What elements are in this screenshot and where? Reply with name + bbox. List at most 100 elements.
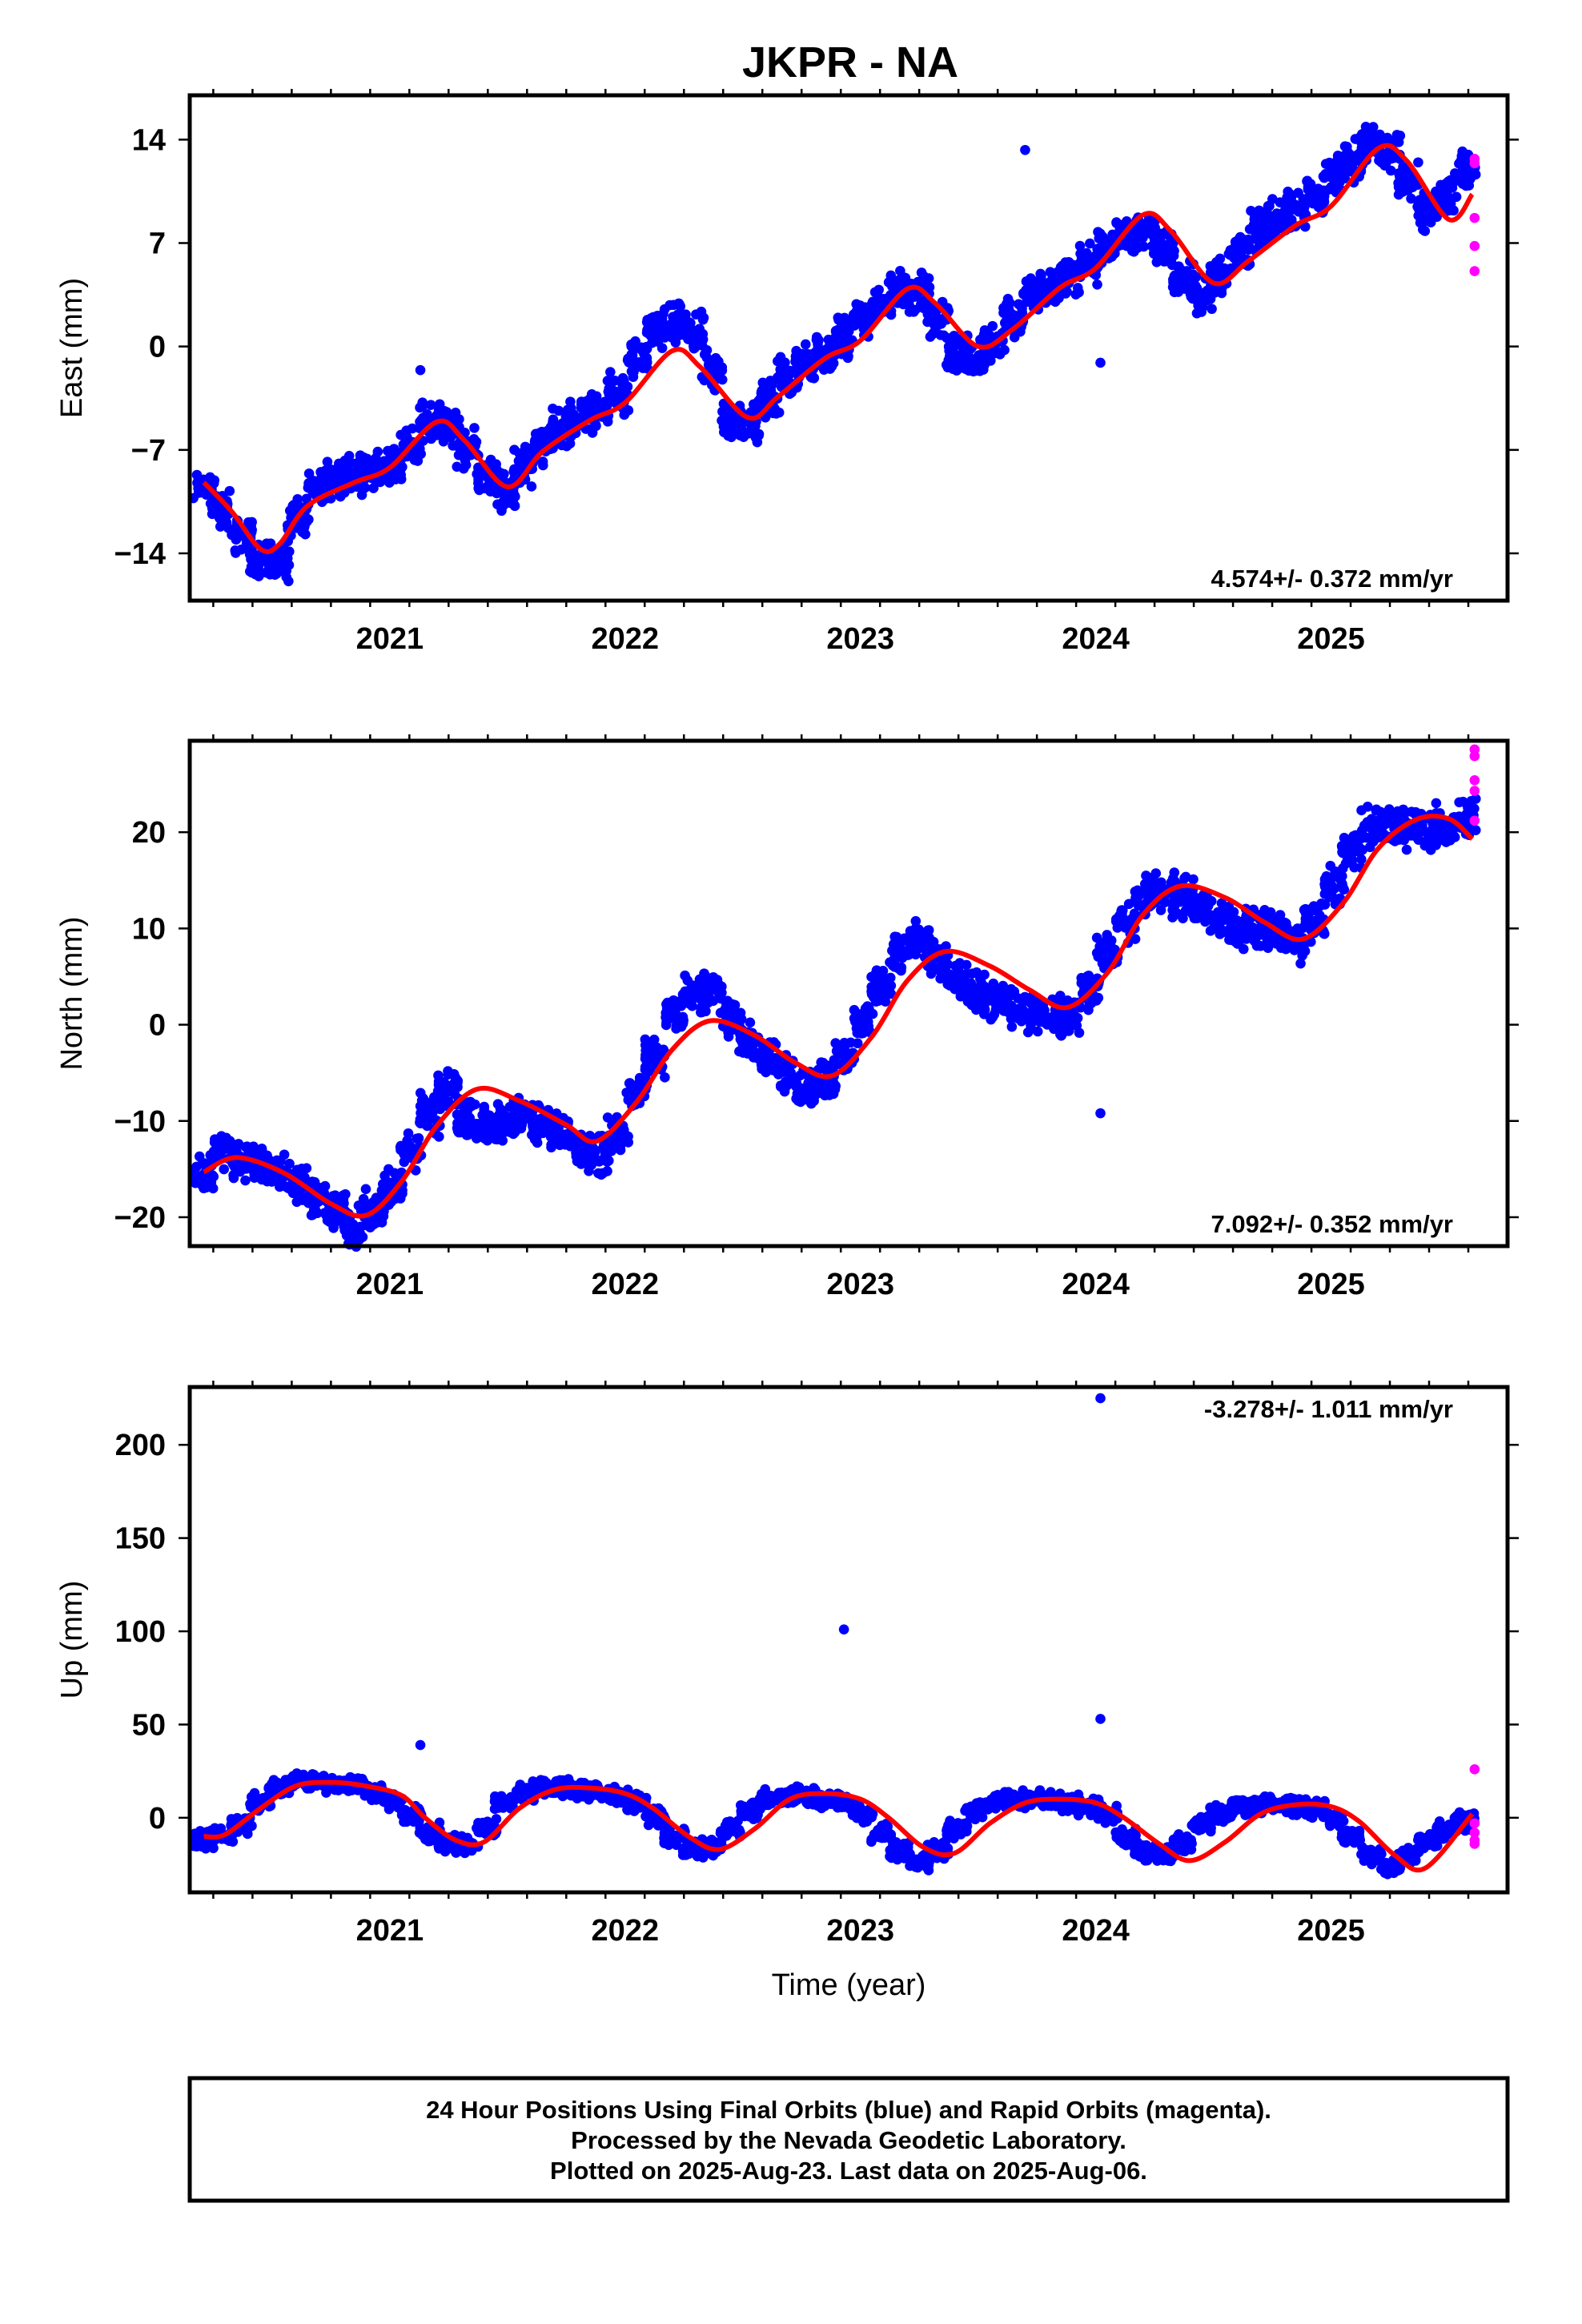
east-final-point xyxy=(1198,301,1208,312)
east-final-point xyxy=(1151,257,1162,267)
north-y-tick-label: 20 xyxy=(132,816,166,850)
north-final-point xyxy=(568,1137,579,1148)
east-final-point xyxy=(1403,185,1413,195)
north-final-point xyxy=(584,1165,594,1176)
east-final-point xyxy=(1036,271,1046,281)
east-final-point xyxy=(343,450,355,461)
east-final-point xyxy=(351,463,361,474)
east-final-point xyxy=(1280,201,1291,211)
up-x-tick-label: 2023 xyxy=(826,1914,894,1948)
east-final-point xyxy=(1085,238,1095,249)
north-final-point xyxy=(479,1101,490,1112)
north-final-point xyxy=(240,1175,251,1186)
up-y-tick-label: 0 xyxy=(149,1802,166,1835)
north-final-point xyxy=(328,1223,339,1233)
north-final-point xyxy=(355,1228,365,1239)
north-final-point xyxy=(360,1184,371,1195)
east-final-point xyxy=(981,327,991,338)
east-final-point xyxy=(1424,216,1435,227)
north-final-point xyxy=(1375,806,1386,818)
north-rapid-point xyxy=(1469,774,1480,786)
east-final-point xyxy=(1367,128,1378,139)
east-final-point xyxy=(694,324,705,335)
east-final-point xyxy=(781,369,791,380)
north-x-tick-label: 2021 xyxy=(356,1268,424,1301)
east-final-point xyxy=(1154,228,1164,239)
north-final-point xyxy=(669,995,679,1006)
east-final-point xyxy=(1293,187,1303,199)
east-final-point xyxy=(1148,248,1159,259)
north-final-point xyxy=(962,988,972,999)
north-final-point xyxy=(896,962,907,973)
north-final-point xyxy=(1224,929,1235,940)
east-rapid-point xyxy=(1469,158,1480,169)
north-final-point xyxy=(849,1014,861,1024)
east-final-point xyxy=(480,483,491,494)
east-final-point xyxy=(590,420,601,430)
north-final-point xyxy=(1454,797,1464,808)
east-x-tick-label: 2022 xyxy=(591,622,659,656)
east-final-point xyxy=(699,349,710,360)
north-final-point xyxy=(785,1068,796,1079)
east-final-point xyxy=(548,416,558,428)
north-final-point xyxy=(1206,895,1217,907)
north-final-point xyxy=(839,1037,850,1048)
east-final-point xyxy=(1189,288,1200,300)
east-final-point xyxy=(301,493,312,505)
east-final-point xyxy=(941,360,952,370)
north-x-tick-label: 2023 xyxy=(826,1268,894,1301)
east-final-point xyxy=(283,576,294,587)
north-final-point xyxy=(1349,862,1359,873)
north-final-point xyxy=(438,1090,448,1101)
east-final-point xyxy=(1256,219,1267,229)
east-final-point xyxy=(1020,144,1030,155)
east-final-point xyxy=(245,566,255,577)
north-final-point xyxy=(230,1140,241,1151)
east-final-point xyxy=(1216,287,1227,299)
east-final-point xyxy=(1400,164,1411,175)
east-final-point xyxy=(1359,148,1369,159)
up-y-tick-label: 50 xyxy=(132,1708,166,1742)
north-final-point xyxy=(508,1120,520,1131)
east-final-point xyxy=(1095,357,1106,368)
east-final-point xyxy=(1179,283,1191,294)
north-final-point xyxy=(701,971,712,983)
east-final-point xyxy=(1414,204,1424,215)
east-rapid-point xyxy=(1469,212,1480,223)
east-final-point xyxy=(979,355,990,365)
north-final-point xyxy=(682,975,693,986)
north-final-point xyxy=(602,1166,612,1176)
north-final-point xyxy=(1431,798,1442,809)
east-final-point xyxy=(526,481,537,492)
north-final-point xyxy=(1271,938,1283,949)
north-x-tick-label: 2025 xyxy=(1297,1268,1365,1301)
east-final-point xyxy=(303,468,315,479)
east-final-point xyxy=(1407,175,1418,187)
north-final-point xyxy=(986,990,997,1001)
east-final-point xyxy=(425,400,436,410)
east-final-point xyxy=(214,507,225,517)
east-final-point xyxy=(680,315,691,325)
north-final-point xyxy=(738,1035,749,1047)
east-final-point xyxy=(961,364,971,375)
north-final-point xyxy=(416,1108,428,1120)
north-final-point xyxy=(1133,900,1144,911)
north-final-point xyxy=(473,1119,484,1129)
north-final-point xyxy=(231,1163,243,1174)
east-final-point xyxy=(709,356,720,368)
east-x-tick-label: 2025 xyxy=(1297,622,1365,656)
north-final-point xyxy=(795,1070,805,1081)
north-final-point xyxy=(368,1196,379,1208)
north-final-point xyxy=(615,1132,626,1144)
east-final-point xyxy=(636,343,646,354)
north-final-point xyxy=(934,965,945,975)
east-final-point xyxy=(1272,217,1283,228)
east-final-point xyxy=(253,571,264,581)
east-final-point xyxy=(656,343,668,353)
up-x-tick-label: 2022 xyxy=(591,1914,659,1948)
north-final-point xyxy=(1325,860,1336,871)
north-final-point xyxy=(979,999,990,1011)
north-final-point xyxy=(1238,943,1249,955)
east-rate-label: 4.574+/- 0.372 mm/yr xyxy=(1211,565,1453,593)
north-final-point xyxy=(330,1190,340,1201)
